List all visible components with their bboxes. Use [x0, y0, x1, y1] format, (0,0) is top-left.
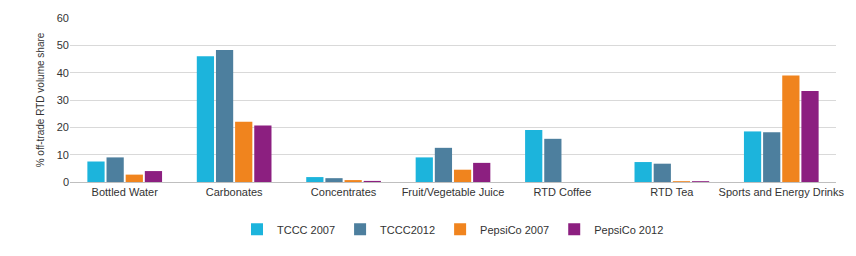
svg-text:10: 10 [57, 149, 69, 161]
svg-text:20: 20 [57, 121, 69, 133]
svg-text:RTD Tea: RTD Tea [650, 186, 694, 198]
svg-text:TCCC 2007: TCCC 2007 [277, 224, 335, 236]
svg-text:50: 50 [57, 39, 69, 51]
svg-text:% off-trade RTD volume share: % off-trade RTD volume share [35, 32, 46, 167]
svg-text:PepsiCo 2012: PepsiCo 2012 [594, 224, 663, 236]
svg-text:RTD Coffee: RTD Coffee [534, 186, 592, 198]
svg-text:Concentrates: Concentrates [311, 186, 377, 198]
svg-text:30: 30 [57, 94, 69, 106]
svg-text:TCCC2012: TCCC2012 [380, 224, 435, 236]
svg-text:Bottled Water: Bottled Water [92, 186, 159, 198]
svg-text:40: 40 [57, 67, 69, 79]
svg-text:Fruit/Vegetable Juice: Fruit/Vegetable Juice [402, 186, 505, 198]
svg-text:PepsiCo 2007: PepsiCo 2007 [480, 224, 549, 236]
svg-text:Carbonates: Carbonates [206, 186, 263, 198]
svg-text:60: 60 [57, 12, 69, 24]
svg-text:0: 0 [63, 176, 69, 188]
svg-text:Sports and Energy Drinks: Sports and Energy Drinks [719, 186, 845, 198]
